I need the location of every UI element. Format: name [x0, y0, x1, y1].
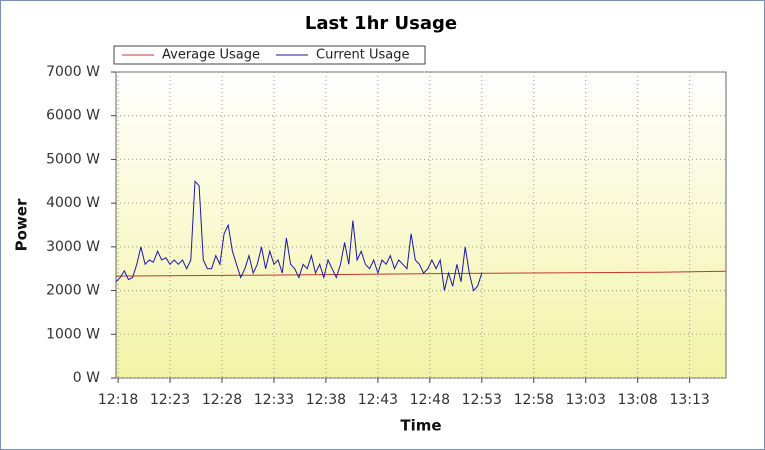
chart-title: Last 1hr Usage	[305, 13, 457, 34]
y-tick-label: 2000 W	[46, 283, 100, 299]
x-tick-label: 13:13	[669, 392, 709, 408]
x-tick-label: 12:18	[98, 392, 138, 408]
x-axis-title: Time	[400, 417, 441, 435]
x-tick-label: 12:23	[150, 392, 190, 408]
y-tick-label: 5000 W	[46, 151, 100, 167]
legend	[113, 45, 426, 65]
legend-label: Average Usage	[162, 48, 260, 63]
plot-area	[115, 71, 727, 379]
y-tick-label: 1000 W	[46, 326, 100, 342]
y-tick-label: 4000 W	[46, 195, 100, 211]
x-tick-label: 12:48	[410, 392, 450, 408]
x-tick-label: 13:08	[617, 392, 657, 408]
line-series	[115, 270, 727, 277]
y-axis-title: Power	[13, 198, 31, 251]
y-tick-label: 6000 W	[46, 108, 100, 124]
x-tick-label: 12:53	[462, 392, 502, 408]
legend-label: Current Usage	[316, 48, 409, 63]
x-tick-label: 12:38	[306, 392, 346, 408]
y-tick-label: 3000 W	[46, 239, 100, 255]
x-tick-label: 12:58	[514, 392, 554, 408]
x-tick-label: 12:43	[358, 392, 398, 408]
x-tick-label: 12:28	[202, 392, 242, 408]
line-series	[115, 180, 483, 292]
x-tick-label: 12:33	[254, 392, 294, 408]
x-tick-label: 13:03	[566, 392, 606, 408]
y-tick-label: 0 W	[73, 370, 100, 386]
y-tick-label: 7000 W	[46, 64, 100, 80]
